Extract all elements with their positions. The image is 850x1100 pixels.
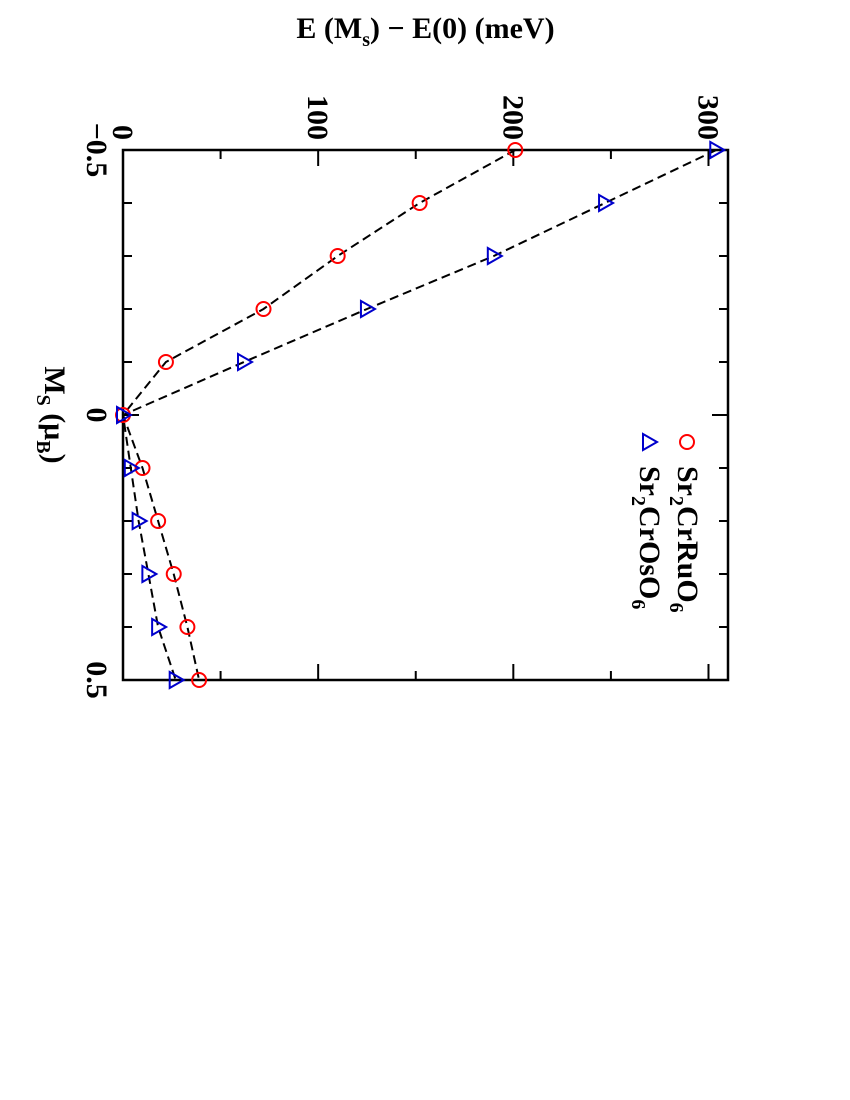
legend-label: Sr2CrRuO6 bbox=[665, 466, 704, 613]
triangle-marker bbox=[237, 352, 255, 372]
circle-marker bbox=[191, 672, 208, 688]
x-tick-label: 0.5 bbox=[80, 661, 113, 699]
y-tick-label: 200 bbox=[496, 95, 529, 140]
triangle-marker bbox=[116, 405, 134, 425]
series-2-dashed-line bbox=[121, 149, 717, 681]
series-1-dashed-line bbox=[121, 149, 516, 681]
circle-marker bbox=[507, 142, 524, 158]
data-markers bbox=[115, 140, 727, 690]
legend-circle-icon bbox=[679, 434, 695, 450]
triangle-marker bbox=[141, 564, 159, 584]
triangle-marker bbox=[151, 617, 169, 637]
circle-marker bbox=[150, 513, 167, 529]
y-tick-label: 100 bbox=[301, 95, 334, 140]
triangle-marker bbox=[131, 511, 149, 531]
triangle-marker bbox=[123, 458, 141, 478]
x-tick-label: 0 bbox=[80, 408, 113, 423]
circle-marker bbox=[179, 619, 196, 635]
triangle-marker bbox=[168, 670, 186, 690]
y-axis-title: E (Ms) − E(0) (meV) bbox=[296, 12, 554, 51]
circle-marker bbox=[255, 301, 272, 317]
legend-label: Sr2CrOsO6 bbox=[627, 466, 666, 609]
circle-marker bbox=[134, 460, 151, 476]
triangle-marker bbox=[486, 246, 504, 266]
y-tick-label: 0 bbox=[106, 125, 139, 140]
circle-marker bbox=[157, 354, 174, 370]
circle-marker bbox=[165, 566, 182, 582]
triangle-marker bbox=[359, 299, 377, 319]
x-axis-title: MS (μB) bbox=[32, 366, 71, 463]
triangle-marker bbox=[598, 193, 616, 213]
fit-curves bbox=[121, 149, 717, 681]
triangle-marker bbox=[709, 140, 727, 160]
legend-triangle-icon bbox=[642, 432, 660, 452]
y-tick-label: 300 bbox=[691, 95, 724, 140]
circle-marker bbox=[411, 195, 428, 211]
axis-ticks: −0.500.50 100 200 300 bbox=[80, 95, 728, 699]
circle-marker bbox=[329, 248, 346, 264]
x-tick-label: −0.5 bbox=[80, 123, 113, 178]
